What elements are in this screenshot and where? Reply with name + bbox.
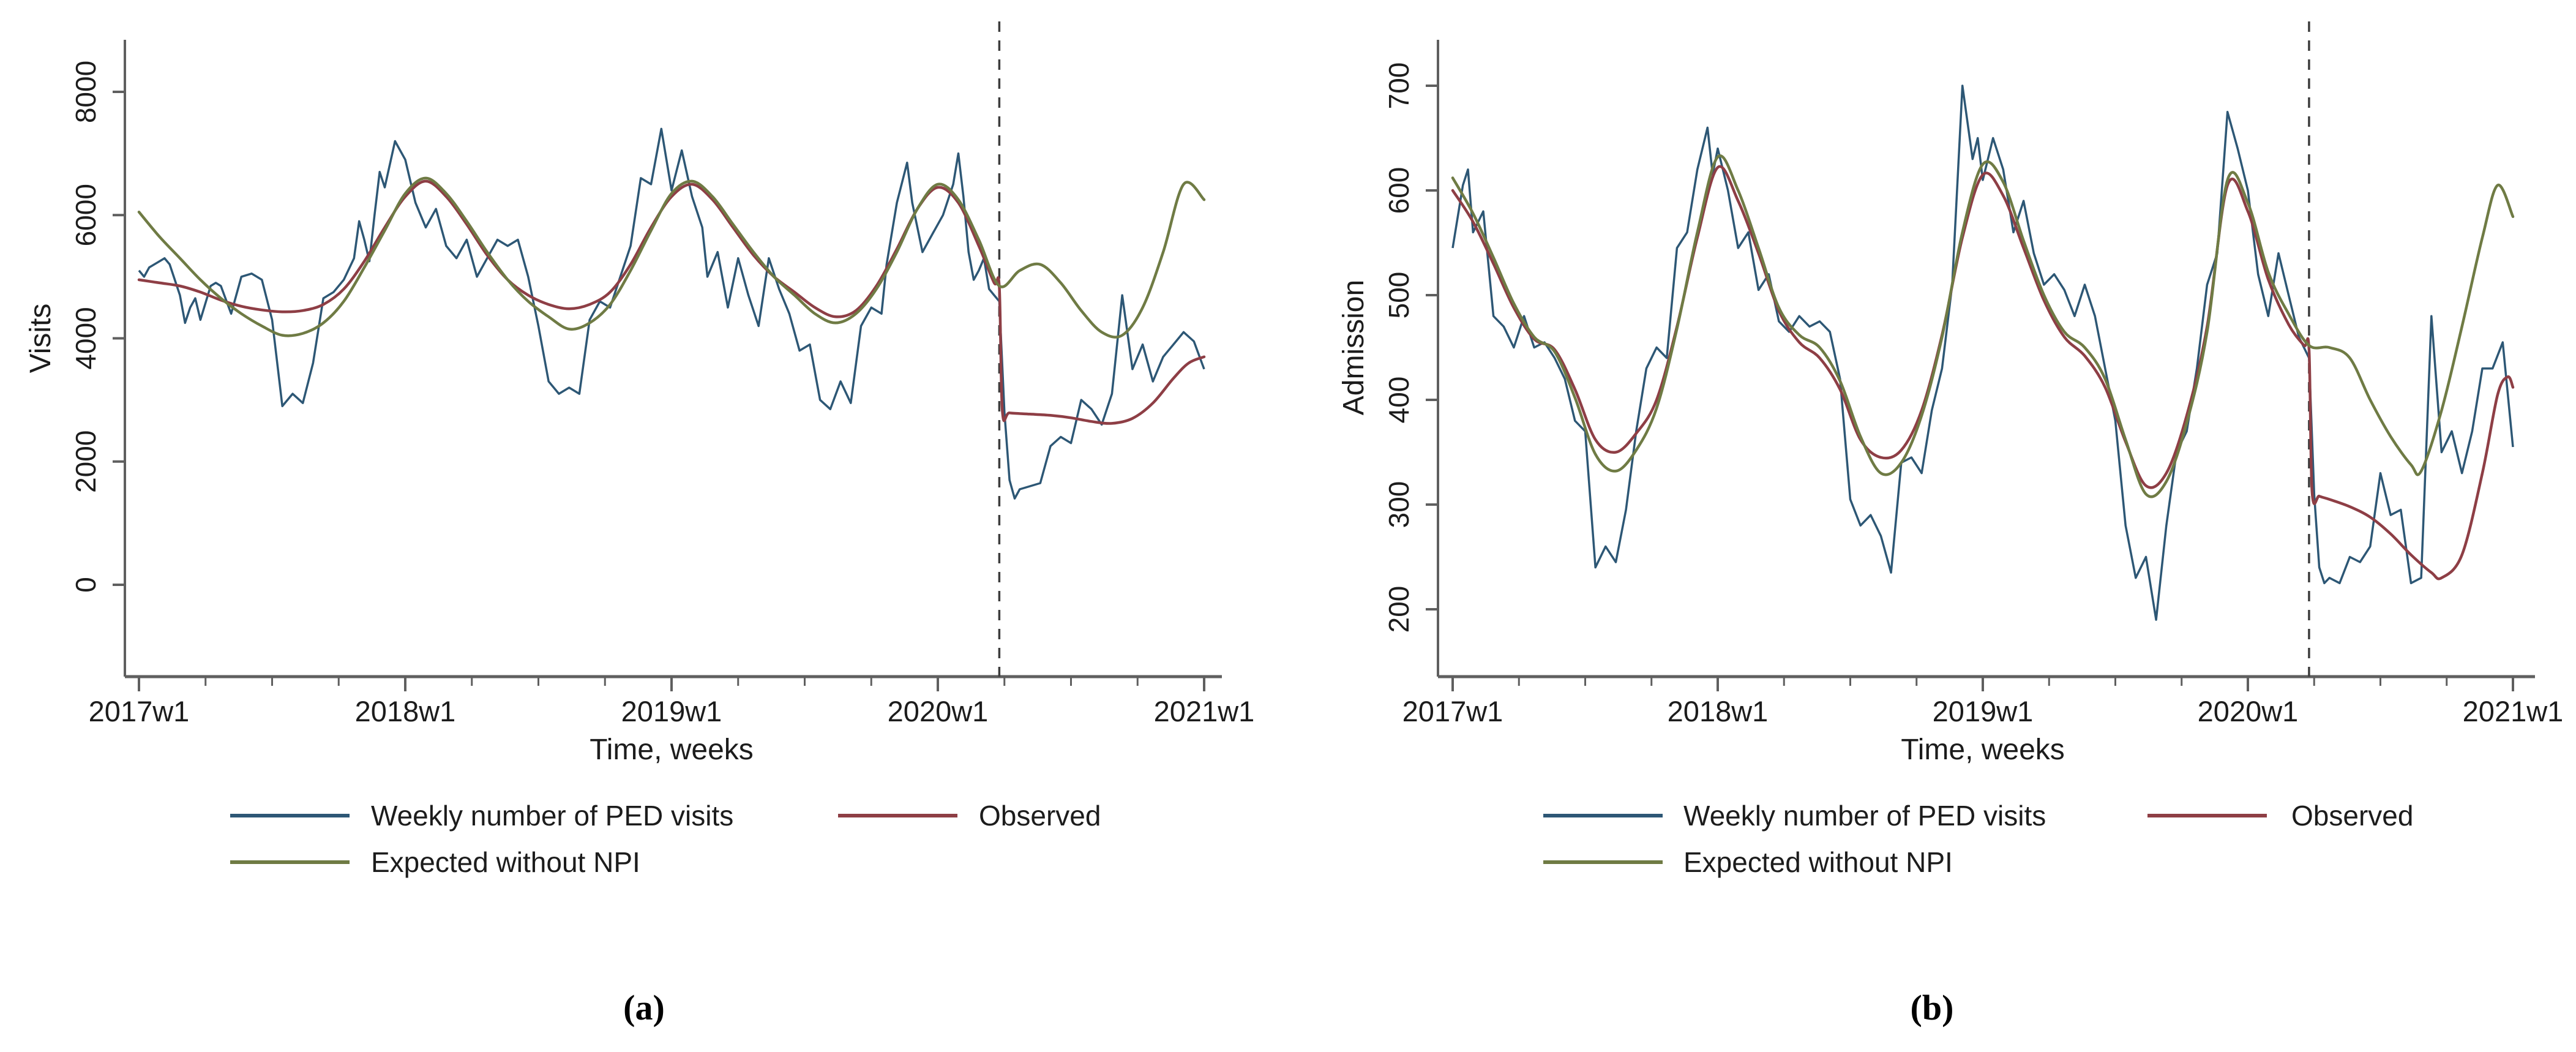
x-tick-label: 2018w1 — [355, 695, 456, 727]
ped-visits-chart: 0 2000 4000 6000 8000 Visits 2017w1 2018w1 2019w… — [24, 21, 1255, 878]
y-axis-title: Admission — [1338, 280, 1370, 415]
legend-label-weekly: Weekly number of PED visits — [1683, 800, 2046, 832]
x-tick-label: 2021w1 — [2463, 695, 2564, 727]
legend-label-weekly: Weekly number of PED visits — [371, 800, 733, 832]
x-tick-label: 2017w1 — [89, 695, 190, 727]
series-line-observed — [1451, 165, 2515, 580]
y-tick-label: 700 — [1383, 62, 1415, 110]
x-tick-label: 2018w1 — [1668, 695, 1769, 727]
x-axis-title: Time, weeks — [590, 734, 754, 766]
panel-b-caption: (b) — [1910, 988, 1954, 1028]
y-tick-label: 500 — [1383, 272, 1415, 319]
panel-a-caption: (a) — [623, 988, 665, 1028]
series-line-expected — [137, 176, 1206, 339]
ped-admissions-chart: 200 300 400 500 600 700 Admission 2017w1 2018w1 2… — [1338, 21, 2564, 878]
x-tick-label: 2020w1 — [888, 695, 989, 727]
legend-label-observed: Observed — [979, 800, 1101, 832]
x-axis-title: Time, weeks — [1901, 734, 2065, 766]
series-line-weekly — [1451, 85, 2514, 621]
y-tick-label: 8000 — [70, 61, 102, 123]
y-tick-label: 300 — [1383, 481, 1415, 528]
x-tick-label: 2020w1 — [2198, 695, 2299, 727]
series-line-weekly — [138, 127, 1205, 500]
series-line-observed — [137, 179, 1206, 425]
chart-panel-b: 200 300 400 500 600 700 Admission 2017w1 2018w1 2… — [1288, 0, 2576, 1052]
chart-panel-a: 0 2000 4000 6000 8000 Visits 2017w1 2018w1 2019w… — [24, 21, 1255, 1028]
x-tick-label: 2019w1 — [1933, 695, 2034, 727]
y-tick-label: 4000 — [70, 307, 102, 369]
y-tick-label: 6000 — [70, 184, 102, 246]
y-tick-label: 400 — [1383, 377, 1415, 424]
series-line-expected — [1451, 154, 2515, 498]
x-tick-label: 2021w1 — [1154, 695, 1255, 727]
y-tick-label: 0 — [70, 577, 102, 593]
x-tick-label: 2019w1 — [621, 695, 722, 727]
y-tick-label: 200 — [1383, 586, 1415, 633]
y-tick-label: 600 — [1383, 167, 1415, 214]
legend-label-observed: Observed — [2291, 800, 2413, 832]
legend-label-expected: Expected without NPI — [1683, 846, 1953, 878]
legend-label-expected: Expected without NPI — [371, 846, 640, 878]
y-tick-label: 2000 — [70, 430, 102, 493]
x-tick-label: 2017w1 — [1402, 695, 1503, 727]
y-axis-title: Visits — [24, 304, 57, 374]
